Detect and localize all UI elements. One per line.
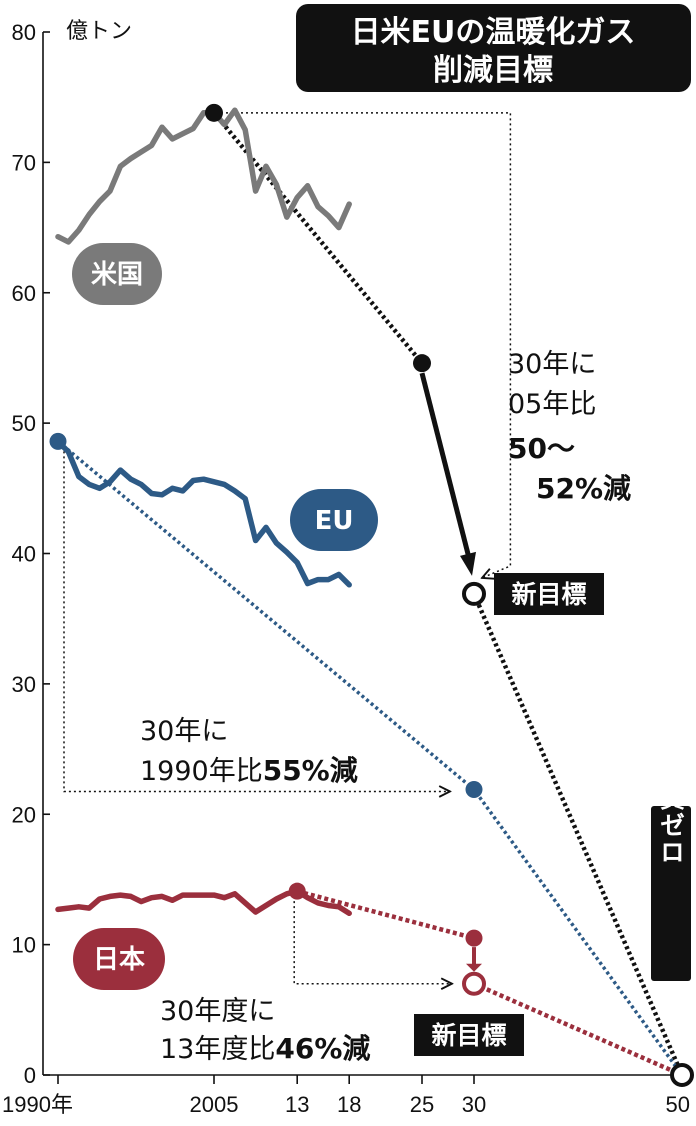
data-point-jp-2013	[288, 882, 306, 900]
annotation-jp-line2: 13年度比46%減	[160, 1032, 370, 1065]
new-target-box-jp	[414, 1014, 524, 1056]
data-point-eu-2030	[465, 780, 483, 798]
new-target-badge-jp: 新目標	[414, 1014, 524, 1056]
y-tick-label: 50	[12, 411, 36, 436]
new-target-point-us	[462, 581, 486, 606]
data-point-us-2025	[413, 354, 431, 373]
series-name-eu: EU	[315, 506, 354, 536]
annotation-eu-line1: 30年に	[140, 716, 228, 747]
y-axis-unit: 億トン	[66, 19, 132, 44]
annotation-eu-base: 1990年比	[140, 756, 263, 787]
series-pill-us	[72, 243, 162, 305]
data-point-eu-1990	[49, 432, 67, 450]
net-zero-badge: 実質ゼロ	[651, 757, 691, 981]
x-tick-label: 25	[410, 1092, 434, 1117]
annotation-jp-base: 13年度比	[160, 1034, 275, 1065]
annotation-jp-line1: 30年度に	[160, 996, 275, 1027]
bracket-eu	[63, 451, 450, 791]
new-target-label-us: 新目標	[511, 580, 586, 609]
series-line-jp	[55, 888, 352, 917]
data-point-jp-2030	[465, 929, 483, 947]
new-target-label-jp: 新目標	[431, 1021, 506, 1050]
bracket-us	[226, 112, 512, 578]
y-tick-label: 40	[12, 542, 36, 567]
annotation-eu-cut: 55%減	[263, 754, 358, 787]
target-line-jp-2050	[473, 981, 683, 1078]
series-line-eu	[55, 438, 352, 588]
series-label-jp: 日本	[73, 928, 165, 990]
y-tick-label: 30	[12, 672, 36, 697]
target-line-us	[212, 111, 424, 365]
title-line2: 削減目標	[433, 53, 553, 88]
y-tick-label: 0	[24, 1063, 36, 1088]
x-tick-label: 30	[462, 1092, 486, 1117]
series-label-eu: EU	[290, 489, 378, 551]
annotation-us-line4: 52%減	[536, 472, 631, 505]
new-target-box-us	[494, 573, 604, 615]
target-line-us-2050	[471, 593, 685, 1076]
series-name-jp: 日本	[93, 945, 145, 975]
target-arrow-us	[419, 372, 473, 563]
x-tick-label: 13	[285, 1092, 309, 1117]
target-arrowhead-us	[460, 551, 476, 576]
x-tick-label: 18	[337, 1092, 361, 1117]
y-tick-label: 60	[12, 281, 36, 306]
series-name-us: 米国	[91, 260, 143, 290]
chart-title: 日米EUの温暖化ガス 削減目標	[296, 4, 691, 92]
series-label-us: 米国	[72, 243, 162, 305]
x-tick-label: 50	[666, 1092, 690, 1117]
new-target-badge-us: 新目標	[494, 573, 604, 615]
target-line-jp	[296, 889, 475, 941]
series-pill-jp	[73, 928, 165, 990]
title-box	[296, 4, 691, 92]
x-tick-label: 2005	[190, 1092, 239, 1117]
annotation-us-line3: 50〜	[508, 432, 575, 465]
series-pill-eu	[290, 489, 378, 551]
annotation-jp-cut: 46%減	[275, 1032, 370, 1065]
target-arrowhead-jp	[466, 963, 482, 972]
net-zero-label: 実質ゼロ	[657, 757, 686, 866]
y-tick-label: 10	[12, 933, 36, 958]
y-tick-label: 20	[12, 802, 36, 827]
annotation-us-line1: 30年に	[508, 349, 596, 380]
data-point-us-2005	[205, 103, 223, 122]
net-zero-box	[651, 806, 691, 981]
annotation-eu-line2: 1990年比55%減	[140, 754, 358, 787]
annotation-us-line2: 05年比	[508, 389, 596, 420]
y-tick-label: 80	[12, 20, 36, 45]
y-tick-label: 70	[12, 150, 36, 175]
new-target-point-jp	[462, 971, 486, 996]
title-line1: 日米EUの温暖化ガス	[351, 15, 636, 50]
x-tick-label: 1990年	[2, 1092, 73, 1117]
net-zero-point	[670, 1063, 694, 1087]
series-line-us	[55, 107, 352, 245]
